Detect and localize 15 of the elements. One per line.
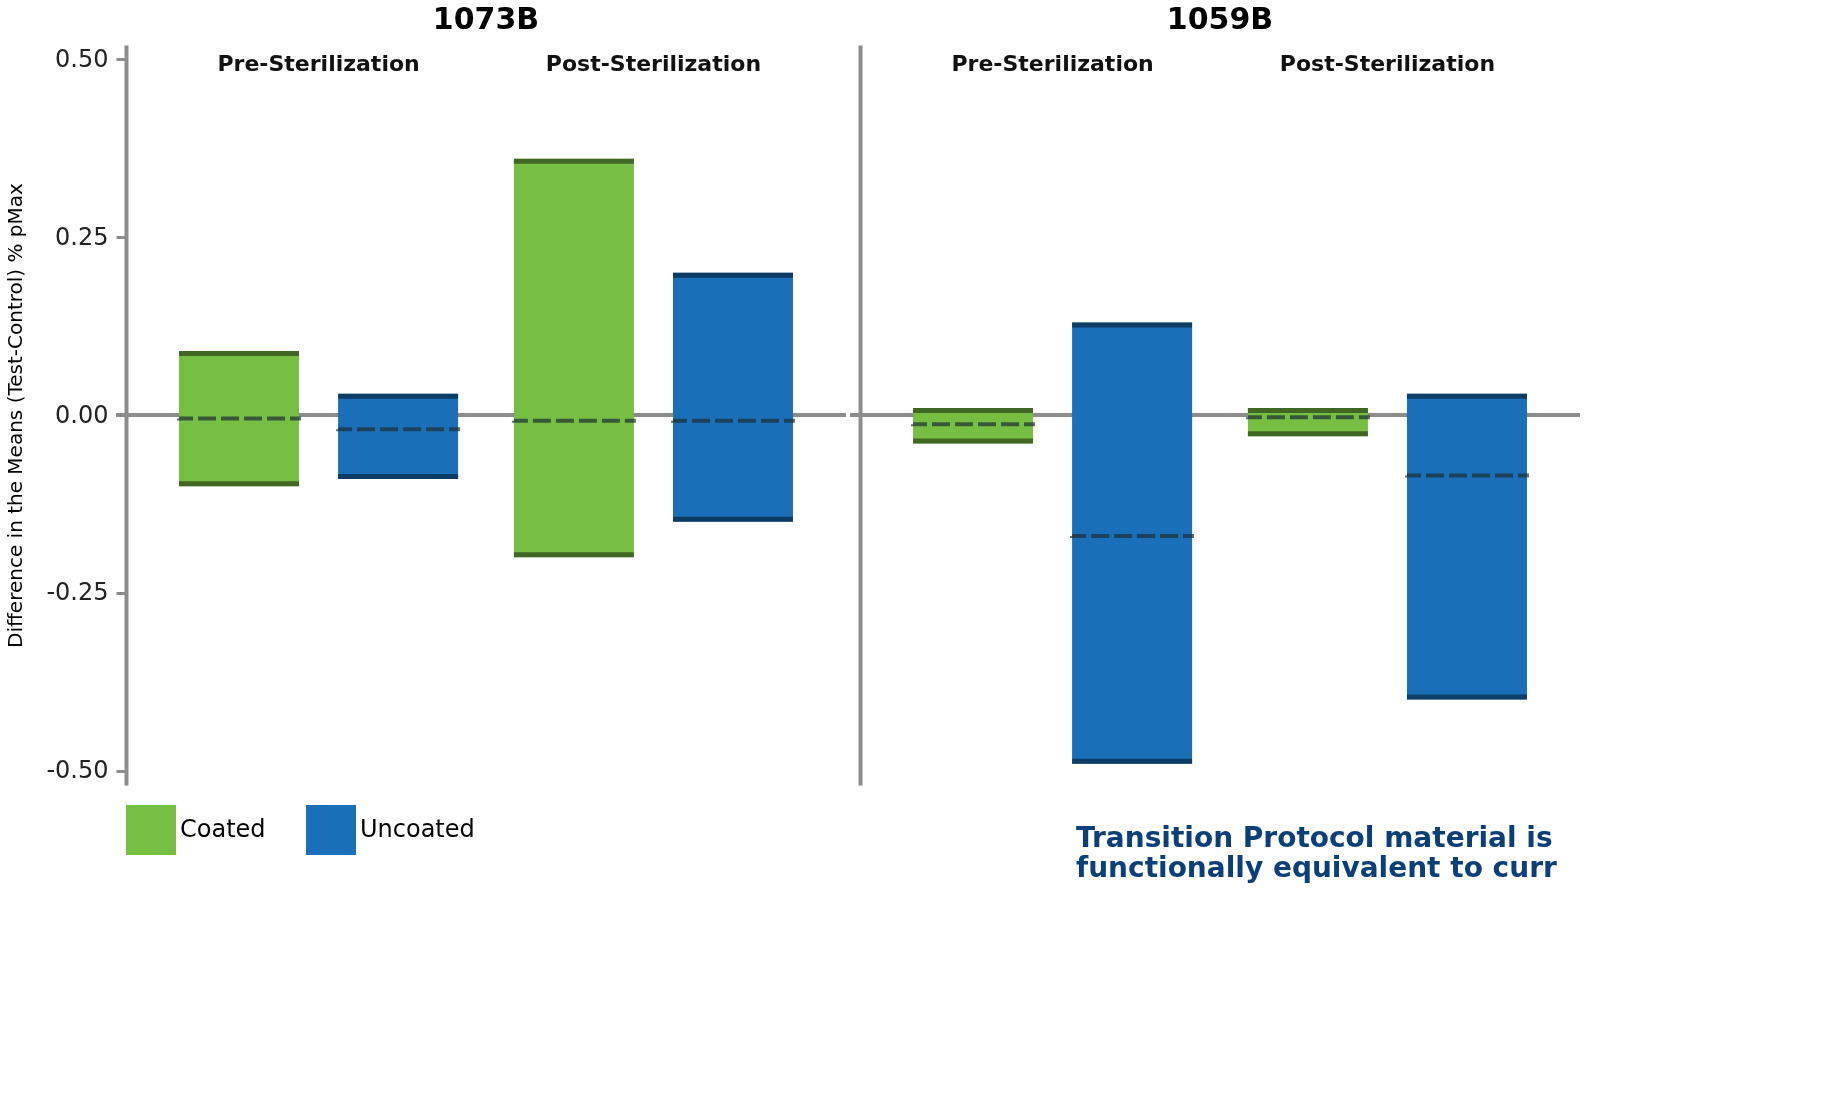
x-tick-label: Post-Sterilization: [545, 50, 762, 76]
chart-title: 1073B: [432, 1, 540, 36]
y-tick-label: 0.00: [55, 400, 109, 429]
legend-label: Coated: [180, 815, 266, 843]
chart-title: 1059B: [1166, 1, 1274, 36]
x-tick-label: Post-Sterilization: [1279, 50, 1496, 76]
text: Transition Protocol material is functionally equivalent to curr: [1076, 821, 1557, 884]
y-tick-label: -0.25: [46, 578, 109, 607]
x-tick-label: Pre-Sterilization: [217, 50, 420, 76]
y-axis-title: Difference in the Means (Test-Control) % pMax: [3, 182, 28, 648]
legend-label: Uncoated: [360, 815, 475, 843]
y-tick-label: 0.25: [55, 222, 109, 251]
x-tick-label: Pre-Sterilization: [951, 50, 1154, 76]
y-tick-label: -0.50: [46, 756, 109, 785]
y-tick-label: 0.50: [55, 44, 109, 73]
